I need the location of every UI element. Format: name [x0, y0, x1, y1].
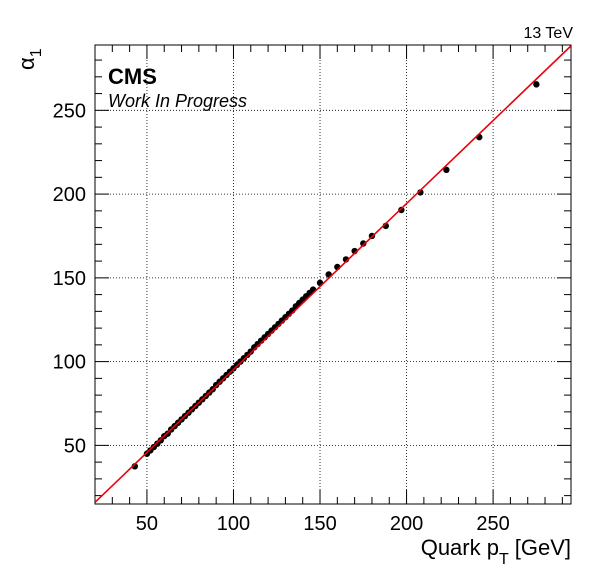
- status-label: Work In Progress: [108, 91, 247, 111]
- axis-ticks: [94, 45, 571, 504]
- x-tick-label: 150: [303, 513, 336, 535]
- x-tick-labels: 50 100 150 200 250: [136, 513, 510, 535]
- y-tick-label: 250: [53, 100, 86, 122]
- energy-label: 13 TeV: [523, 25, 573, 42]
- fit-line: [95, 45, 571, 503]
- data-point: [398, 206, 405, 214]
- data-point: [443, 166, 450, 174]
- experiment-label: CMS: [108, 64, 157, 89]
- y-axis-title: α1: [14, 48, 45, 70]
- data-point: [360, 240, 367, 247]
- status-text: Work In Progress: [108, 91, 247, 111]
- y-tick-label: 150: [53, 268, 86, 290]
- grid: [95, 45, 571, 504]
- x-tick-label: 200: [390, 513, 423, 535]
- x-axis-title-main: Quark p: [421, 535, 499, 560]
- x-axis-title-unit: [GeV]: [515, 535, 571, 560]
- y-axis-title-main: α: [14, 57, 39, 70]
- y-tick-labels: 50 100 150 200 250: [53, 100, 86, 457]
- x-axis-title-sub: T: [499, 551, 509, 568]
- data-point: [533, 81, 540, 88]
- data-layer: [95, 45, 571, 503]
- plot-area: [94, 44, 572, 505]
- y-tick-label: 50: [64, 435, 86, 457]
- x-tick-label: 250: [476, 513, 509, 535]
- x-tick-label: 100: [217, 513, 250, 535]
- y-axis-title-sub: 1: [28, 48, 45, 57]
- y-tick-label: 100: [53, 352, 86, 374]
- x-axis-title: Quark pT [GeV]: [421, 535, 571, 568]
- x-tick-label: 50: [136, 513, 158, 535]
- y-tick-label: 200: [53, 184, 86, 206]
